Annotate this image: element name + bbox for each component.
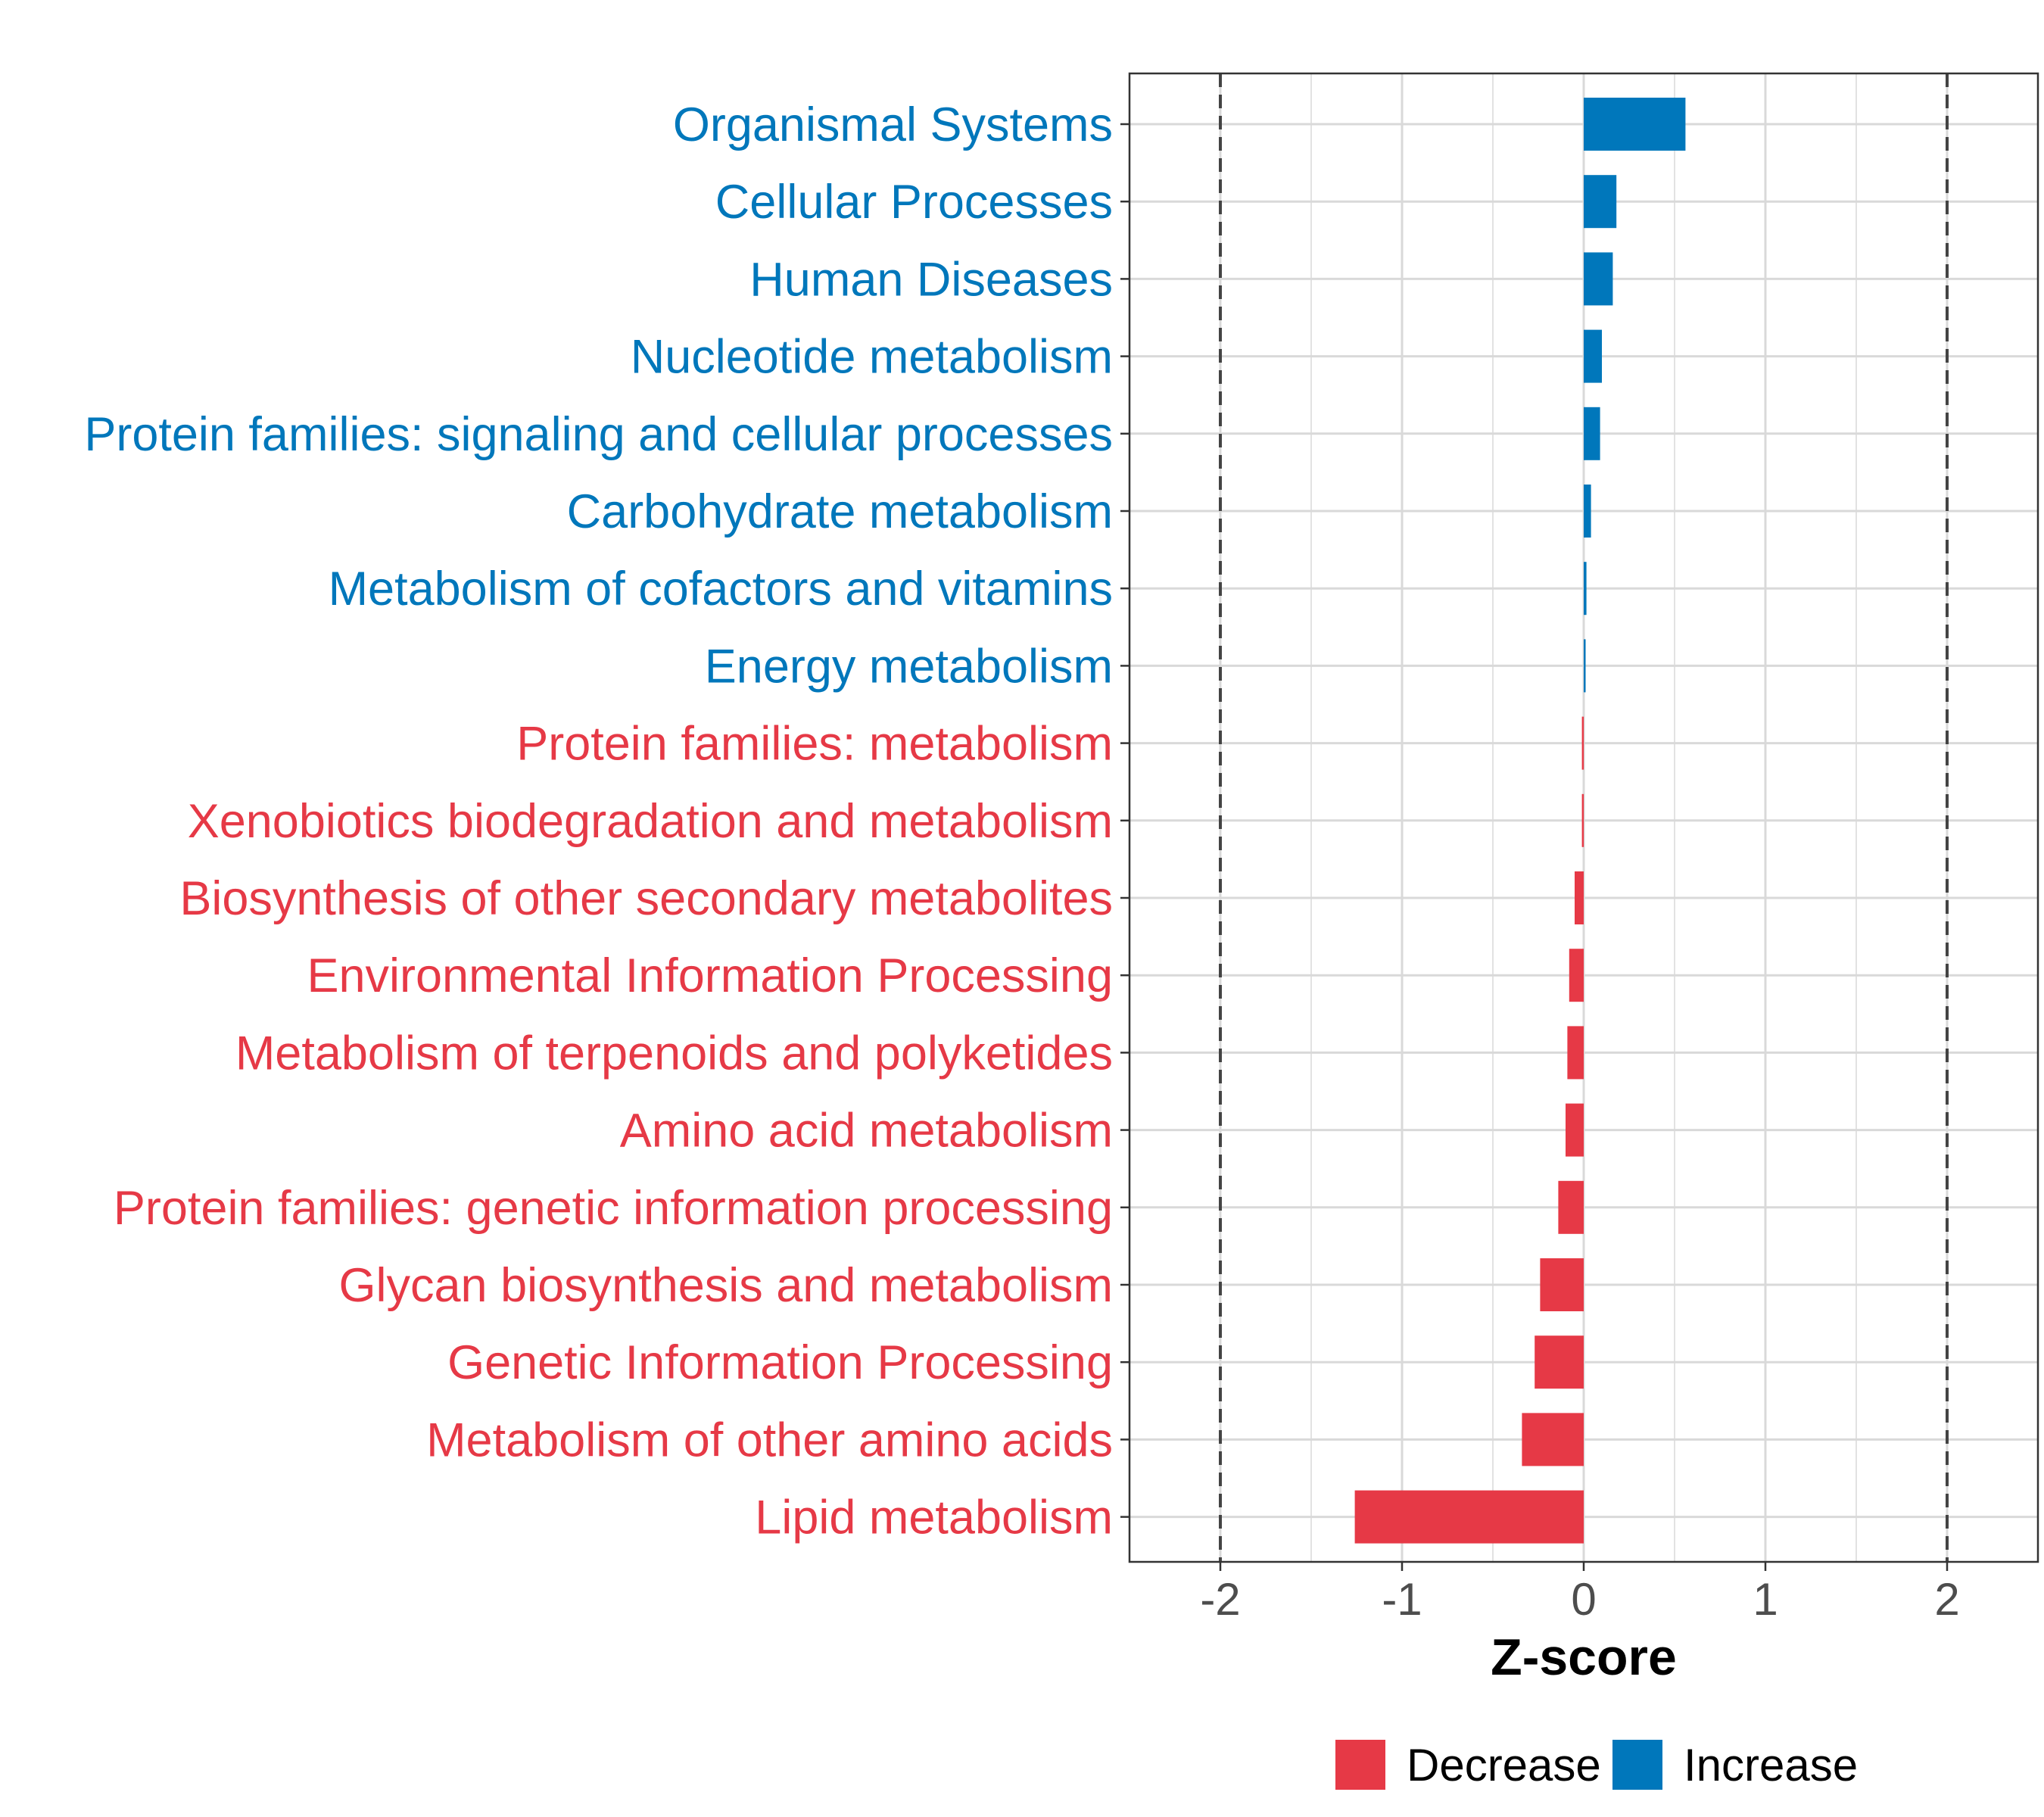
bar	[1535, 1335, 1584, 1389]
category-label: Nucleotide metabolism	[631, 331, 1113, 384]
x-axis: -2 -1 0 1 2	[1200, 1562, 1960, 1625]
bar	[1581, 716, 1584, 770]
category-label: Protein families: signaling and cellular…	[84, 408, 1113, 461]
bar	[1575, 871, 1584, 924]
bar	[1581, 793, 1584, 847]
category-label: Metabolism of terpenoids and polyketides	[235, 1027, 1113, 1080]
x-axis-title: Z-score	[1491, 1628, 1677, 1686]
category-label: Energy metabolism	[705, 640, 1113, 693]
bar	[1540, 1258, 1584, 1311]
category-label: Protein families: genetic information pr…	[114, 1182, 1113, 1235]
category-label: Biosynthesis of other secondary metaboli…	[179, 872, 1113, 925]
bar	[1354, 1490, 1584, 1544]
category-label: Metabolism of cofactors and vitamins	[329, 563, 1113, 616]
legend: Decrease Increase	[1335, 1740, 1858, 1791]
x-tick-label: 1	[1753, 1574, 1778, 1625]
bar	[1584, 485, 1591, 538]
reference-lines	[1219, 73, 1949, 1562]
legend-label-decrease: Decrease	[1407, 1740, 1601, 1791]
bar	[1584, 407, 1600, 460]
bar	[1584, 329, 1602, 383]
x-tick-label: -2	[1200, 1574, 1240, 1625]
category-label: Genetic Information Processing	[447, 1336, 1113, 1389]
category-label: Protein families: metabolism	[516, 718, 1113, 771]
x-tick-label: -1	[1382, 1574, 1422, 1625]
category-label: Amino acid metabolism	[620, 1105, 1113, 1158]
category-label: Human Diseases	[749, 253, 1113, 306]
legend-label-increase: Increase	[1684, 1740, 1858, 1791]
x-tick-label: 2	[1934, 1574, 1959, 1625]
bar	[1558, 1180, 1584, 1234]
bar	[1522, 1413, 1584, 1466]
bars	[1354, 98, 1686, 1544]
bar	[1569, 949, 1584, 1002]
category-label: Glycan biosynthesis and metabolism	[339, 1259, 1114, 1312]
bar	[1584, 175, 1617, 229]
category-label: Cellular Processes	[715, 176, 1113, 229]
category-label: Carbohydrate metabolism	[567, 485, 1113, 538]
x-tick-label: 0	[1571, 1574, 1596, 1625]
category-label: Metabolism of other amino acids	[426, 1413, 1113, 1466]
bar	[1584, 639, 1586, 693]
bar	[1584, 252, 1613, 306]
category-label: Environmental Information Processing	[307, 949, 1113, 1002]
bar	[1566, 1103, 1584, 1157]
bar	[1584, 98, 1686, 151]
legend-swatch-decrease	[1335, 1740, 1385, 1790]
category-label: Lipid metabolism	[755, 1491, 1113, 1544]
y-axis: Organismal Systems Cellular Processes Huma…	[84, 98, 1129, 1544]
category-label: Xenobiotics biodegradation and metabolis…	[188, 795, 1113, 848]
category-label: Organismal Systems	[673, 98, 1113, 151]
bar	[1584, 562, 1587, 616]
legend-swatch-increase	[1612, 1740, 1662, 1790]
bar	[1567, 1026, 1584, 1080]
